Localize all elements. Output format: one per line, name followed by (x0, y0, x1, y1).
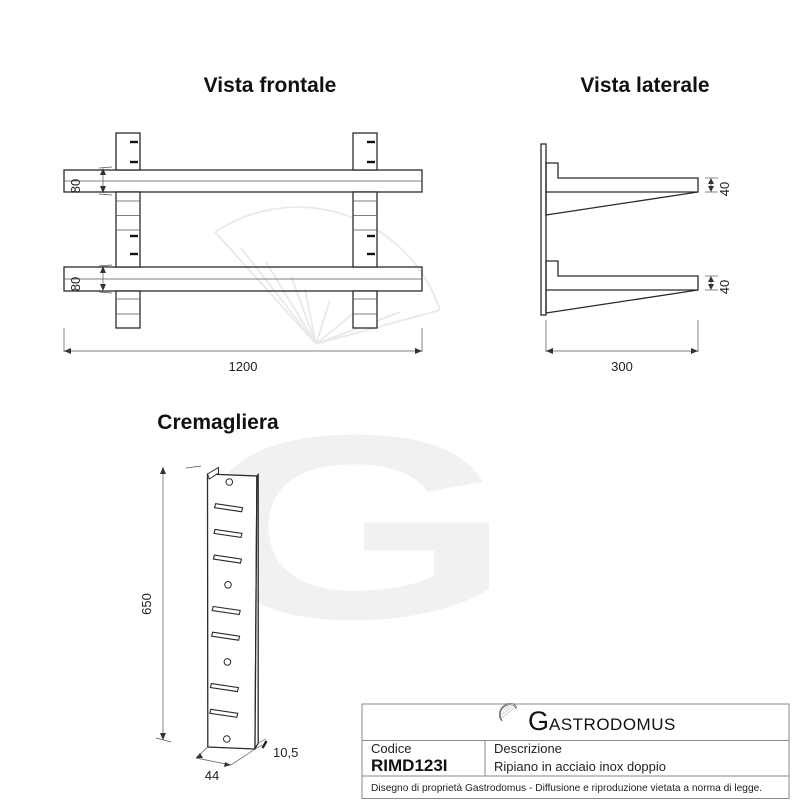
svg-text:40: 40 (717, 182, 732, 196)
svg-text:ASTRODOMUS: ASTRODOMUS (549, 715, 676, 734)
svg-text:RIMD123I: RIMD123I (371, 756, 448, 775)
svg-text:1200: 1200 (229, 359, 258, 374)
svg-text:Ripiano in acciaio inox doppio: Ripiano in acciaio inox doppio (494, 759, 666, 774)
svg-text:Cremagliera: Cremagliera (157, 411, 279, 434)
svg-text:10,5: 10,5 (273, 745, 298, 760)
svg-text:G: G (528, 706, 549, 736)
svg-text:44: 44 (205, 768, 219, 783)
svg-text:40: 40 (717, 280, 732, 294)
svg-text:Disegno di proprietà Gastrodom: Disegno di proprietà Gastrodomus - Diffu… (371, 783, 762, 794)
svg-text:80: 80 (68, 179, 83, 193)
svg-text:80: 80 (68, 277, 83, 291)
svg-text:Descrizione: Descrizione (494, 741, 562, 756)
svg-text:650: 650 (139, 593, 154, 615)
svg-text:Codice: Codice (371, 741, 411, 756)
svg-text:Vista laterale: Vista laterale (580, 74, 709, 97)
svg-text:Vista frontale: Vista frontale (204, 74, 337, 97)
svg-text:300: 300 (611, 359, 633, 374)
